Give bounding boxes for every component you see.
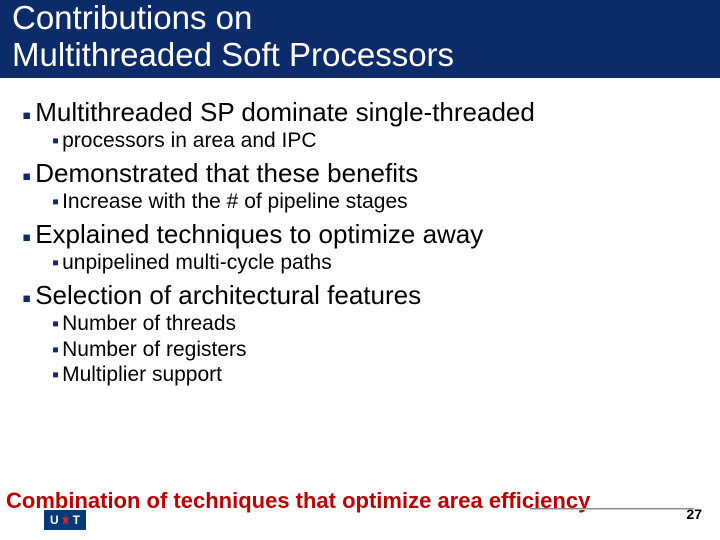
logo-letter-u: U bbox=[50, 513, 59, 527]
square-bullet-icon: ▪ bbox=[22, 224, 31, 250]
content-area: ▪ Multithreaded SP dominate single-threa… bbox=[0, 78, 720, 387]
square-bullet-icon: ▪ bbox=[52, 365, 59, 385]
sub-bullet-text: unpipelined multi-cycle paths bbox=[62, 250, 332, 275]
sub-bullet-item: ▪ Number of registers bbox=[52, 337, 710, 362]
title-line-2: Multithreaded Soft Processors bbox=[12, 36, 454, 73]
square-bullet-icon: ▪ bbox=[52, 253, 59, 273]
bullet-item: ▪ Selection of architectural features ▪ … bbox=[22, 281, 710, 387]
bullet-text: Demonstrated that these benefits bbox=[35, 159, 418, 189]
bullet-item: ▪ Explained techniques to optimize away … bbox=[22, 220, 710, 275]
square-bullet-icon: ▪ bbox=[52, 314, 59, 334]
square-bullet-icon: ▪ bbox=[22, 285, 31, 311]
sub-bullet-item: ▪ Multiplier support bbox=[52, 362, 710, 387]
square-bullet-icon: ▪ bbox=[52, 192, 59, 212]
maple-leaf-icon bbox=[62, 515, 70, 525]
sub-bullet-text: processors in area and IPC bbox=[62, 128, 316, 153]
bullet-item: ▪ Multithreaded SP dominate single-threa… bbox=[22, 98, 710, 153]
bullet-text: Multithreaded SP dominate single-threade… bbox=[35, 98, 535, 128]
title-band: Contributions on Multithreaded Soft Proc… bbox=[0, 0, 720, 78]
bullet-item: ▪ Demonstrated that these benefits ▪ Inc… bbox=[22, 159, 710, 214]
square-bullet-icon: ▪ bbox=[52, 340, 59, 360]
uoft-logo: U T bbox=[44, 510, 86, 530]
square-bullet-icon: ▪ bbox=[52, 131, 59, 151]
slide-title: Contributions on Multithreaded Soft Proc… bbox=[12, 0, 708, 74]
square-bullet-icon: ▪ bbox=[22, 102, 31, 128]
sub-bullet-text: Number of registers bbox=[62, 337, 246, 362]
title-line-1: Contributions on bbox=[12, 0, 252, 36]
slide: Contributions on Multithreaded Soft Proc… bbox=[0, 0, 720, 540]
sub-bullet-item: ▪ unpipelined multi-cycle paths bbox=[52, 250, 710, 275]
footer-summary: Combination of techniques that optimize … bbox=[6, 488, 590, 514]
sub-bullet-item: ▪ Increase with the # of pipeline stages bbox=[52, 189, 710, 214]
sub-bullet-item: ▪ processors in area and IPC bbox=[52, 128, 710, 153]
footer-rule bbox=[530, 508, 694, 510]
sub-bullet-text: Multiplier support bbox=[62, 362, 222, 387]
page-number: 27 bbox=[686, 506, 702, 522]
square-bullet-icon: ▪ bbox=[22, 163, 31, 189]
sub-bullet-text: Increase with the # of pipeline stages bbox=[62, 189, 408, 214]
bullet-text: Selection of architectural features bbox=[35, 281, 421, 311]
sub-bullet-text: Number of threads bbox=[62, 311, 236, 336]
sub-bullet-item: ▪ Number of threads bbox=[52, 311, 710, 336]
bullet-text: Explained techniques to optimize away bbox=[35, 220, 483, 250]
logo-letter-t: T bbox=[73, 513, 80, 527]
